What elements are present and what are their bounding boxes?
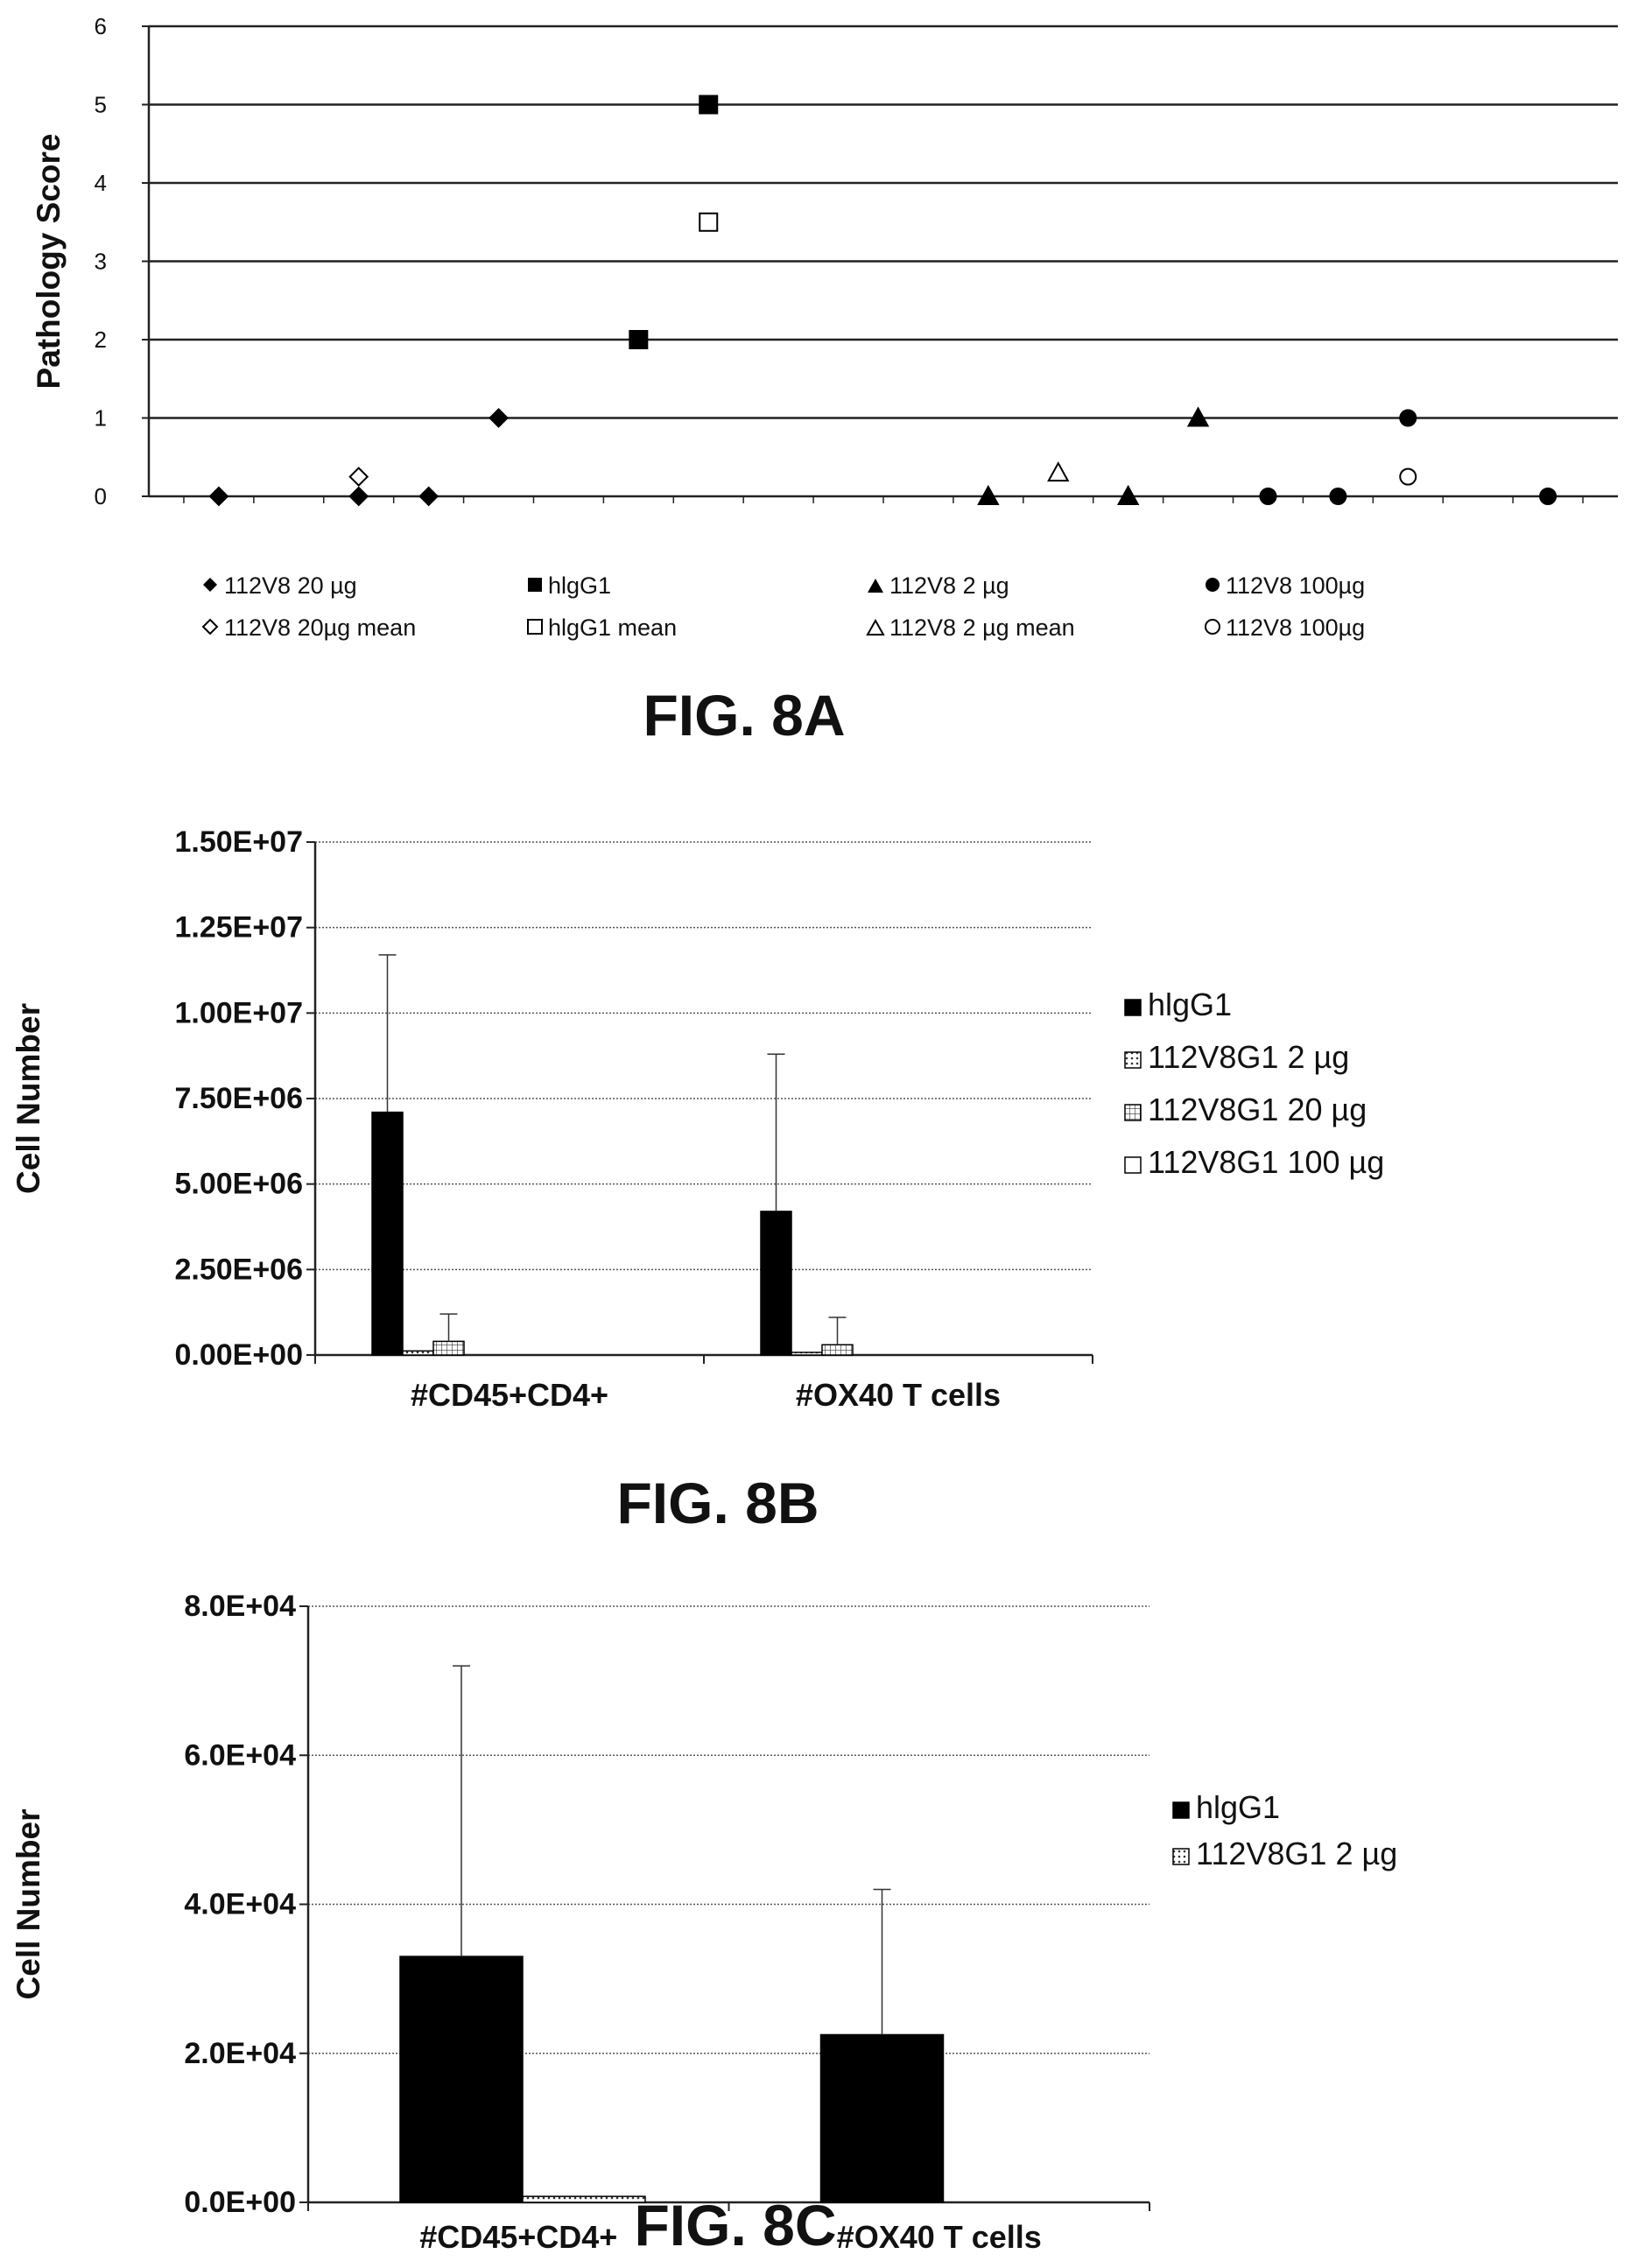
legend-label: 112V8 2 µg xyxy=(889,572,1009,599)
bar xyxy=(371,1111,404,1356)
chart-fig-8c: 0.0E+00 2.0E+04 4.0E+04 6.0E+04 8.0E+04 #CD45… xyxy=(11,1590,1397,2255)
legend-label: hlgG1 xyxy=(1148,987,1232,1022)
legend-label: 112V8G1 20 µg xyxy=(1148,1092,1367,1127)
legend-swatch xyxy=(1172,1848,1190,1865)
y-tick-label: 4 xyxy=(95,170,107,196)
x-tick-label: #OX40 T cells xyxy=(796,1377,1001,1413)
legend-swatch xyxy=(1124,1156,1142,1174)
legend-marker-triangle-filled xyxy=(868,579,883,593)
legend-marker-circle-filled xyxy=(1206,578,1220,592)
y-axis-title: Cell Number xyxy=(11,1003,46,1194)
data-point-square-open xyxy=(699,212,719,232)
legend-swatch xyxy=(1172,1801,1190,1819)
bar xyxy=(522,2195,646,2203)
legend-marker-square-filled xyxy=(528,578,542,592)
legend-label: hlgG1 xyxy=(548,572,611,599)
data-point-circle-open xyxy=(1399,467,1417,486)
legend-label: 112V8 20 µg xyxy=(224,572,357,599)
legend-marker-triangle-open xyxy=(866,618,885,635)
y-tick-label: 2.0E+04 xyxy=(184,2037,296,2070)
legend-label: 112V8G1 100 µg xyxy=(1148,1144,1384,1180)
legend-label: 112V8 20µg mean xyxy=(224,614,416,641)
y-tick-label: 2.50E+06 xyxy=(174,1253,303,1286)
legend-label: hlgG1 xyxy=(1196,1789,1280,1825)
y-tick-label: 4.0E+04 xyxy=(184,1888,296,1921)
x-tick-label: #OX40 T cells xyxy=(837,2219,1042,2255)
legend-marker-circle-open xyxy=(1205,619,1220,635)
bar xyxy=(821,1344,854,1356)
figure-caption-8a: FIG. 8A xyxy=(643,683,845,748)
data-point-circle-filled xyxy=(1329,488,1347,505)
data-point-triangle-filled xyxy=(977,484,1000,505)
legend-swatch xyxy=(1124,1051,1142,1069)
y-tick-label: 6.0E+04 xyxy=(184,1738,296,1772)
data-point-triangle-filled xyxy=(1186,406,1210,427)
y-tick-label: 3 xyxy=(95,249,107,275)
bar xyxy=(432,1340,465,1356)
data-point-circle-filled xyxy=(1399,409,1417,427)
data-point-triangle-filled xyxy=(1116,484,1140,505)
data-point-diamond-filled xyxy=(418,486,439,507)
legend-label: 112V8G1 2 µg xyxy=(1196,1836,1397,1871)
y-tick-label: 0.00E+00 xyxy=(174,1338,303,1372)
legend-marker-diamond-filled xyxy=(203,578,217,592)
data-point-circle-filled xyxy=(1539,488,1557,505)
data-point-circle-filled xyxy=(1259,488,1277,505)
legend-swatch xyxy=(1124,999,1142,1016)
y-tick-label: 1.25E+07 xyxy=(174,911,303,944)
figure-caption-8c: FIG. 8C xyxy=(634,2193,836,2257)
y-tick-label: 5.00E+06 xyxy=(174,1168,303,1201)
chart-fig-8a: 0 1 2 3 4 5 6 Pathology Score xyxy=(31,13,1618,509)
chart-fig-8b: 0.00E+00 2.50E+06 5.00E+06 7.50E+06 1.00E+07… xyxy=(11,825,1384,1413)
legend-label: 112V8 100µg xyxy=(1226,572,1365,599)
y-tick-label: 5 xyxy=(95,92,107,118)
x-tick-label: #CD45+CD4+ xyxy=(411,1377,608,1413)
y-tick-label: 0.0E+00 xyxy=(184,2186,296,2219)
bar xyxy=(819,2033,945,2203)
x-tick-label: #CD45+CD4+ xyxy=(419,2219,617,2255)
bar xyxy=(791,1352,823,1356)
y-tick-label: 1.50E+07 xyxy=(174,825,303,859)
legend-marker-square-open xyxy=(527,619,543,635)
bar xyxy=(402,1350,434,1356)
data-point-square-filled xyxy=(629,330,649,349)
y-tick-label: 1 xyxy=(95,405,107,432)
data-point-diamond-filled xyxy=(348,486,369,507)
y-tick-label: 6 xyxy=(95,13,107,39)
data-point-diamond-open xyxy=(348,467,369,488)
y-axis-title: Pathology Score xyxy=(31,134,67,390)
data-point-square-filled xyxy=(699,95,719,115)
legend-label: hlgG1 mean xyxy=(548,614,677,641)
bar xyxy=(399,1956,524,2203)
legend-label: 112V8G1 2 µg xyxy=(1148,1039,1349,1075)
data-point-triangle-open xyxy=(1047,461,1070,482)
legend-swatch xyxy=(1124,1104,1142,1121)
figure-caption-8b: FIG. 8B xyxy=(616,1471,819,1535)
y-axis-title: Cell Number xyxy=(11,1809,46,2000)
y-tick-label: 2 xyxy=(95,327,107,353)
legend-label: 112V8 2 µg mean xyxy=(889,614,1075,641)
legend-marker-diamond-open xyxy=(201,618,219,635)
fig-8a-legend: 112V8 20 µg hlgG1 112V8 2 µg 112V8 100µg… xyxy=(201,572,1365,641)
y-tick-label: 7.50E+06 xyxy=(174,1082,303,1115)
y-tick-label: 0 xyxy=(95,483,107,509)
y-tick-label: 8.0E+04 xyxy=(184,1590,296,1623)
legend-label: 112V8 100µg xyxy=(1226,614,1365,641)
data-point-diamond-filled xyxy=(208,486,229,507)
y-tick-label: 1.00E+07 xyxy=(174,996,303,1029)
bar xyxy=(760,1211,792,1356)
data-point-diamond-filled xyxy=(489,408,509,428)
